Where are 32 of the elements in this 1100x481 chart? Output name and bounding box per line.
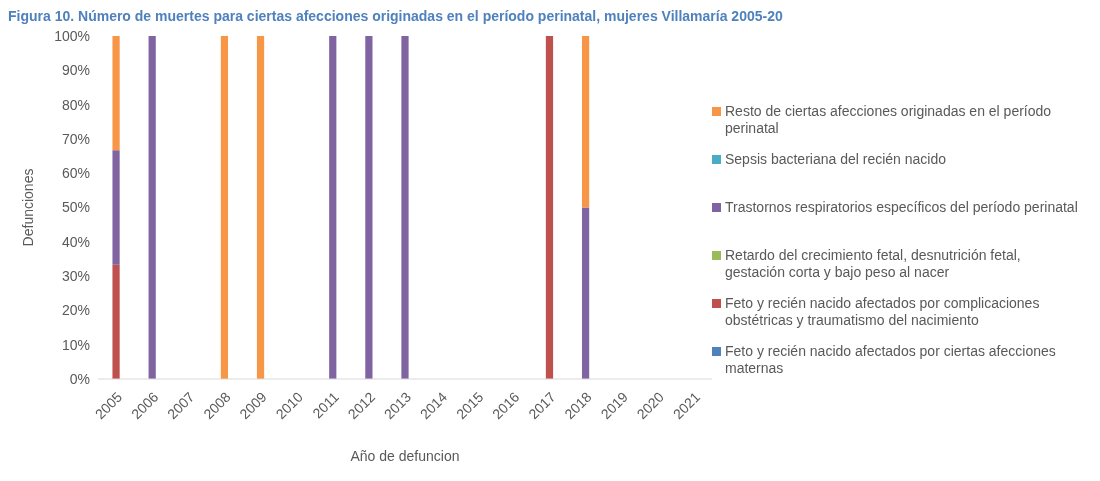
bar xyxy=(112,264,120,379)
legend-label: Retardo del crecimiento fetal, desnutrición fetal, gestación corta y bajo peso al nacer xyxy=(725,246,1022,281)
bar xyxy=(581,207,590,379)
y-tick-label: 10% xyxy=(61,336,90,353)
bar xyxy=(581,36,590,208)
y-tick-label: 100% xyxy=(54,27,90,44)
y-tick-label: 80% xyxy=(61,96,90,113)
y-tick-label: 70% xyxy=(61,130,90,147)
legend-label: Feto y recién nacido afectados por ciertas afecciones maternas xyxy=(725,342,1057,377)
y-tick-label: 0% xyxy=(69,370,90,387)
bar xyxy=(220,36,229,379)
bar xyxy=(365,36,373,379)
y-tick-label: 40% xyxy=(61,233,90,250)
bar xyxy=(329,36,337,379)
bar xyxy=(256,36,265,379)
x-axis-title: Año de defuncion xyxy=(350,448,460,464)
chart-title: Figura 10. Número de muertes para ciertas afecciones originadas en el período perinatal, mujeres Villamaría 2005-20 xyxy=(8,8,784,24)
bar xyxy=(545,36,554,379)
y-tick-label: 90% xyxy=(61,62,90,79)
bar xyxy=(401,36,409,379)
bar xyxy=(112,150,120,265)
bar xyxy=(148,36,156,379)
y-tick-label: 60% xyxy=(61,165,90,182)
legend-label: Trastornos respiratorios específicos del período perinatal xyxy=(725,198,1078,216)
y-tick-label: 30% xyxy=(61,268,90,285)
y-tick-label: 20% xyxy=(61,302,90,319)
y-axis-title: Defunciones xyxy=(19,168,36,247)
legend-label: Sepsis bacteriana del recién nacido xyxy=(725,150,947,168)
legend-label: Feto y recién nacido afectados por complicaciones obstétricas y traumatismo del nacimiento xyxy=(725,294,1041,329)
legend-label: Resto de ciertas afecciones originadas en el período perinatal xyxy=(725,102,1053,137)
bar xyxy=(112,36,120,151)
y-tick-label: 50% xyxy=(61,199,90,216)
